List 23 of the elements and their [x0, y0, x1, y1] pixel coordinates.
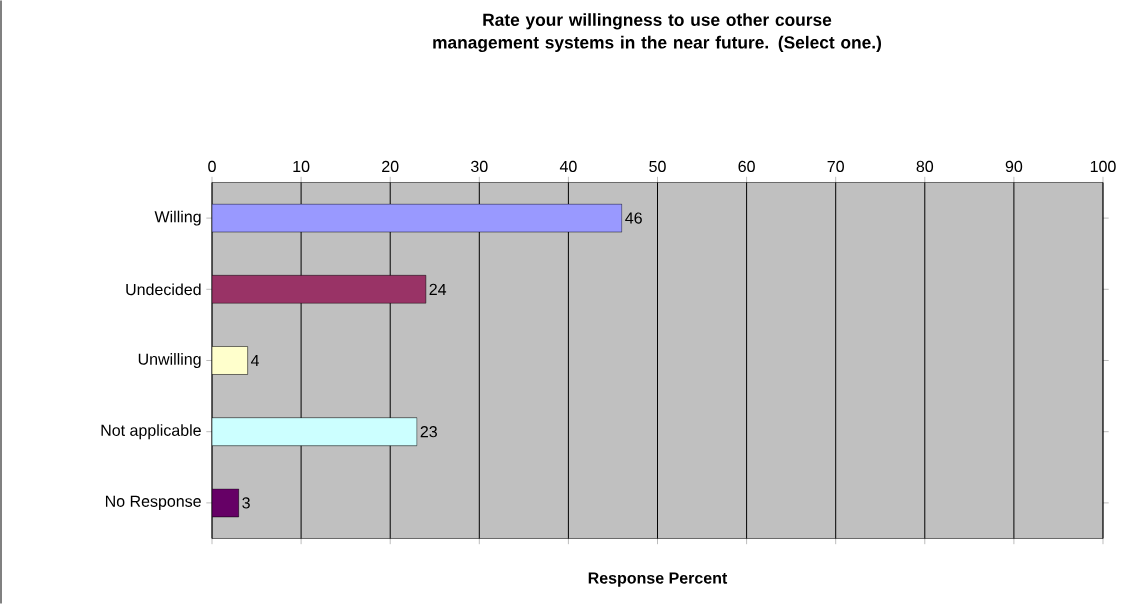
y-tick-label: Unwilling — [138, 353, 201, 368]
y-tick-label: Willing — [154, 210, 201, 226]
x-tick-label: 10 — [293, 160, 310, 173]
x-tick-label: 0 — [208, 160, 216, 173]
x-tick-label: 70 — [827, 160, 844, 173]
y-tick-label: Not applicable — [101, 424, 201, 440]
data-label: 24 — [429, 283, 447, 295]
data-label: 3 — [242, 497, 250, 509]
y-tick-label: Undecided — [126, 283, 201, 296]
x-tick-label: 50 — [649, 160, 666, 173]
x-tick-label: 40 — [559, 160, 577, 173]
x-tick-label: 80 — [916, 160, 934, 173]
x-tick-label: 20 — [382, 160, 399, 173]
x-axis-title: Response Percent — [588, 572, 728, 587]
y-tick-label: No Response — [105, 495, 201, 511]
x-tick-label: 100 — [1090, 160, 1116, 173]
data-label: 23 — [420, 426, 437, 438]
x-tick-label: 60 — [738, 160, 755, 173]
chart-title: Rate your willingness to use other course management systems in the near future. (Select one.) — [433, 13, 882, 53]
data-label: 46 — [625, 212, 642, 224]
x-tick-label: 30 — [471, 160, 488, 173]
data-label: 4 — [250, 355, 260, 366]
x-tick-label: 90 — [1005, 160, 1023, 173]
